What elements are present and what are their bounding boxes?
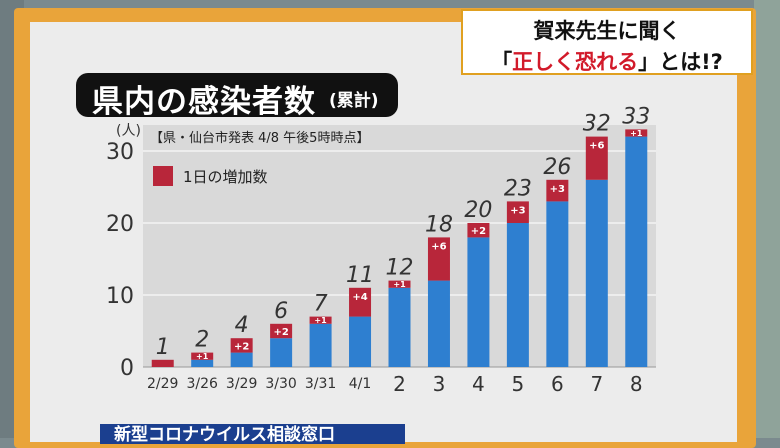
bar-base bbox=[309, 323, 332, 367]
caption-emphasis: 正しく恐れる bbox=[512, 50, 639, 74]
bar-increase bbox=[270, 323, 293, 339]
increase-label: +2 bbox=[273, 327, 288, 338]
legend-label: 1日の増加数 bbox=[183, 168, 268, 186]
legend-swatch bbox=[153, 166, 173, 186]
x-tick-label: 4 bbox=[472, 372, 485, 396]
caption-open: 「 bbox=[491, 50, 513, 74]
x-tick-label: 5 bbox=[512, 372, 525, 396]
bar-base bbox=[506, 223, 529, 367]
bar-increase bbox=[309, 316, 332, 324]
y-tick-label: 20 bbox=[106, 212, 134, 237]
total-label: 12 bbox=[386, 256, 414, 281]
y-tick-label: 10 bbox=[106, 284, 134, 309]
y-tick-label: 0 bbox=[120, 356, 134, 381]
bar-increase bbox=[191, 352, 214, 360]
increase-label: +6 bbox=[589, 141, 604, 152]
x-tick-label: 8 bbox=[630, 372, 643, 396]
bar-increase bbox=[427, 237, 450, 281]
increase-label: +1 bbox=[196, 352, 209, 361]
source-note: 【県・仙台市発表 4/8 午後5時時点】 bbox=[150, 130, 369, 146]
increase-label: +1 bbox=[630, 129, 643, 138]
total-label: 20 bbox=[464, 198, 492, 223]
total-label: 2 bbox=[195, 328, 209, 353]
total-label: 6 bbox=[274, 299, 288, 324]
program-caption: 賀来先生に聞く 「正しく恐れる」とは!? bbox=[461, 9, 753, 75]
bar-base bbox=[191, 359, 214, 367]
total-label: 33 bbox=[622, 104, 650, 129]
bar-base bbox=[625, 136, 648, 367]
x-tick-label: 7 bbox=[590, 372, 603, 396]
increase-label: +3 bbox=[550, 184, 565, 195]
bar-base bbox=[427, 280, 450, 367]
bar-increase bbox=[625, 129, 648, 137]
caption-line1: 賀来先生に聞く bbox=[533, 19, 681, 43]
bar-increase bbox=[585, 136, 608, 180]
bar-base bbox=[585, 179, 608, 367]
bar-base bbox=[467, 237, 490, 367]
bar-base bbox=[230, 352, 253, 367]
x-labels: 2/29 3/26 3/29 3/30 3/31 4/1 2 3 4 5 6 7 8 bbox=[147, 372, 643, 396]
x-tick-label: 2 bbox=[393, 372, 406, 396]
bar-base bbox=[270, 338, 293, 367]
x-tick-label: 3/31 bbox=[305, 376, 336, 392]
bar-increase bbox=[230, 338, 253, 353]
bar-base bbox=[349, 316, 372, 367]
increase-label: +3 bbox=[510, 205, 525, 216]
caption-close: 」とは!? bbox=[638, 50, 723, 74]
chart-title: 県内の感染者数 bbox=[92, 84, 316, 120]
bar-increase bbox=[546, 179, 569, 202]
x-tick-label: 6 bbox=[551, 372, 564, 396]
total-label: 23 bbox=[504, 176, 532, 201]
bars: 1 +12 +24 +26 +17 +411 +112+618 +220 +323 +326+63… bbox=[151, 104, 650, 367]
total-label: 32 bbox=[583, 112, 611, 137]
bar-increase bbox=[467, 223, 490, 238]
background-right bbox=[754, 0, 780, 438]
bar-increase bbox=[151, 359, 174, 367]
total-label: 1 bbox=[156, 335, 170, 360]
chart-title-sub: (累計) bbox=[329, 91, 379, 111]
x-tick-label: 2/29 bbox=[147, 376, 178, 392]
total-label: 7 bbox=[314, 292, 328, 317]
caption-line2: 「正しく恐れる」とは!? bbox=[463, 46, 751, 76]
total-label: 26 bbox=[543, 155, 571, 180]
increase-label: +2 bbox=[234, 341, 249, 352]
increase-label: +6 bbox=[431, 241, 446, 252]
bar-increase bbox=[388, 280, 411, 288]
bar-base bbox=[388, 287, 411, 367]
x-tick-label: 3/30 bbox=[265, 376, 296, 392]
cases-chart: (人) 【県・仙台市発表 4/8 午後5時時点】 1日の増加数 0102030 … bbox=[106, 104, 656, 396]
chart-title-box: 県内の感染者数 (累計) bbox=[76, 73, 398, 120]
y-ticks: 0 10 20 30 bbox=[106, 140, 134, 381]
y-unit-label: (人) bbox=[116, 123, 141, 139]
increase-label: +4 bbox=[352, 292, 367, 303]
x-tick-label: 4/1 bbox=[349, 376, 372, 392]
bottom-banner: 新型コロナウイルス相談窓口 bbox=[100, 424, 405, 444]
x-tick-label: 3/26 bbox=[186, 376, 218, 392]
x-tick-label: 3 bbox=[433, 372, 446, 396]
total-label: 4 bbox=[235, 313, 249, 338]
x-tick-label: 3/29 bbox=[226, 376, 257, 392]
bar-base bbox=[546, 201, 569, 367]
y-tick-label: 30 bbox=[106, 140, 134, 165]
total-label: 18 bbox=[425, 212, 453, 237]
increase-label: +1 bbox=[314, 316, 327, 325]
bar-increase bbox=[506, 201, 529, 223]
increase-label: +1 bbox=[393, 280, 406, 289]
increase-label: +2 bbox=[471, 226, 486, 237]
total-label: 11 bbox=[346, 263, 374, 288]
bar-increase bbox=[349, 287, 372, 317]
